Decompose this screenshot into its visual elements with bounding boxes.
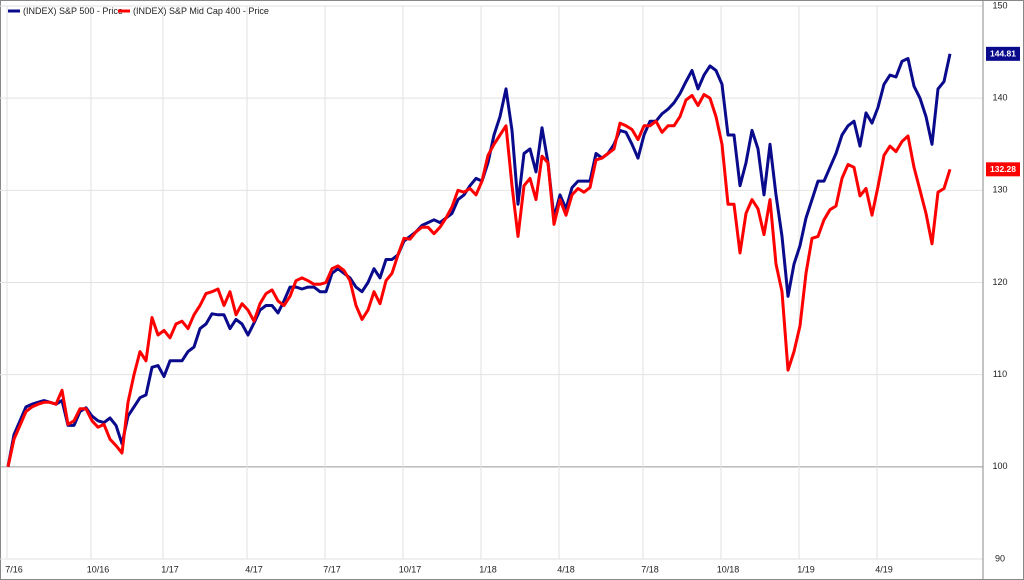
x-tick-label: 7/17 [323, 564, 341, 574]
y-tick-label: 140 [992, 93, 1007, 103]
series-line [6, 53, 952, 468]
series-line [6, 93, 952, 468]
x-tick-label: 1/18 [479, 564, 497, 574]
legend-label: (INDEX) S&P 500 - Price [23, 6, 123, 16]
y-tick-label: 100 [992, 461, 1007, 471]
y-tick-label: 150 [992, 0, 1007, 10]
x-tick-label: 10/17 [399, 564, 422, 574]
y-tick-label: 110 [993, 369, 1007, 379]
x-tick-label: 10/16 [87, 564, 110, 574]
y-tick-label: 90 [995, 553, 1005, 563]
y-tick-label: 130 [992, 185, 1007, 195]
y-tick-label: 120 [992, 277, 1007, 287]
end-value-flag [986, 46, 1020, 61]
end-value-flag [986, 162, 1020, 177]
x-tick-label: 4/17 [245, 564, 263, 574]
x-tick-label: 7/16 [5, 564, 23, 574]
x-tick-label: 4/18 [557, 564, 575, 574]
end-value-label: 132.28 [990, 164, 1016, 174]
x-tick-label: 10/18 [717, 564, 740, 574]
legend-label: (INDEX) S&P Mid Cap 400 - Price [133, 6, 269, 16]
x-tick-label: 1/19 [797, 564, 815, 574]
x-tick-label: 1/17 [161, 564, 179, 574]
x-tick-label: 7/18 [641, 564, 659, 574]
x-tick-label: 4/19 [875, 564, 893, 574]
end-value-label: 144.81 [990, 49, 1016, 59]
